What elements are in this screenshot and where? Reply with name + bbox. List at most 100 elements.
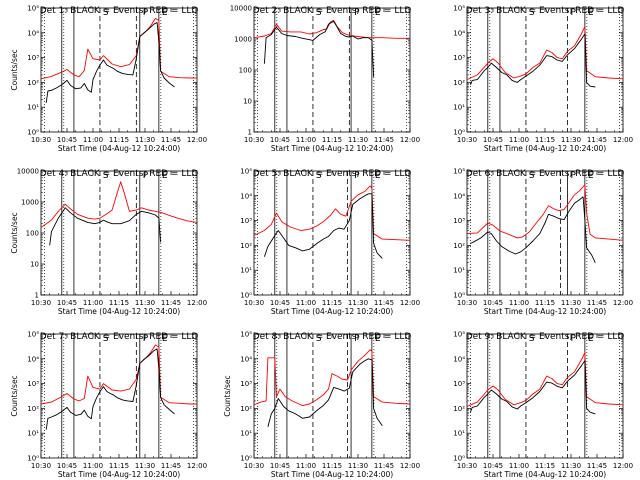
panel-title: Det 7: BLACK = Events, RED = LLD: [40, 332, 199, 342]
y-tick-label: 10¹: [27, 430, 39, 438]
x-tick-label: 10:30: [244, 462, 264, 470]
y-tick-label: 100: [26, 230, 39, 238]
y-tick-label: 10³: [240, 380, 252, 388]
x-tick-label: 11:15: [109, 136, 129, 144]
marker-letter: E: [162, 8, 168, 18]
x-tick-label: 11:00: [509, 462, 529, 470]
x-tick-label: 10:30: [457, 299, 477, 307]
y-tick-label: 10³: [453, 217, 465, 225]
y-tick-label: 10¹: [453, 267, 465, 275]
marker-letter: S: [316, 8, 322, 18]
x-tick-label: 11:45: [587, 299, 607, 307]
x-axis-label: Start Time (04-Aug-12 10:24:00): [271, 144, 393, 153]
y-axis-label: Counts/sec: [10, 49, 19, 90]
y-tick-label: 10⁴: [27, 29, 39, 37]
plot-frame: [253, 7, 411, 133]
y-tick-label: 1: [248, 129, 252, 137]
marker-letter: S: [103, 171, 109, 181]
panel-title: Det 2: BLACK = Events, RED = LLD: [253, 6, 412, 16]
marker-letter: P: [143, 171, 149, 181]
marker-letter: E: [375, 171, 381, 181]
x-tick-label: 11:30: [561, 462, 581, 470]
y-tick-label: 10⁵: [453, 168, 465, 176]
y-tick-label: 1: [35, 292, 39, 300]
series-events: [263, 193, 383, 259]
x-tick-label: 11:00: [83, 136, 103, 144]
x-tick-label: 10:30: [244, 136, 264, 144]
y-tick-label: 10³: [453, 380, 465, 388]
panel-title: Det 6: BLACK = Events, RED = LLD: [466, 169, 625, 179]
x-tick-label: 11:00: [83, 462, 103, 470]
marker-letter: E: [162, 334, 168, 344]
plot-frame: [40, 7, 198, 133]
x-tick-label: 11:30: [348, 136, 368, 144]
y-tick-label: 10⁰: [453, 292, 465, 300]
x-tick-label: 11:00: [509, 136, 529, 144]
y-tick-label: 10⁵: [240, 168, 252, 176]
panel-5: 10⁰ 10¹ 10² 10³ 10⁴ 10⁵ 10:30 10:45 11:00 11:15 11…: [240, 168, 420, 317]
panel-title: Det 5: BLACK = Events, RED = LLD: [253, 169, 412, 179]
x-tick-label: 10:30: [457, 462, 477, 470]
plot-frame: [253, 333, 411, 459]
panel-title: Det 4: BLACK = Events, RED = LLD: [40, 169, 199, 179]
marker-letter: S: [103, 334, 109, 344]
y-tick-label: 1000: [234, 36, 252, 44]
panel-title: Det 9: BLACK = Events, RED = LLD: [466, 332, 625, 342]
plot-frame: [40, 333, 198, 459]
marker-letter: P: [354, 171, 360, 181]
marker-letter: P: [143, 334, 149, 344]
x-axis-label: Start Time (04-Aug-12 10:24:00): [271, 470, 393, 479]
y-tick-label: 10⁰: [27, 129, 39, 137]
x-tick-label: 12:00: [613, 462, 633, 470]
x-tick-label: 11:45: [161, 299, 181, 307]
y-tick-label: 10³: [27, 54, 39, 62]
series-events: [45, 22, 175, 103]
y-tick-label: 10⁰: [453, 129, 465, 137]
x-tick-label: 12:00: [400, 299, 420, 307]
x-tick-label: 11:15: [535, 299, 555, 307]
x-tick-label: 11:45: [374, 299, 394, 307]
x-tick-label: 10:30: [457, 136, 477, 144]
x-tick-label: 11:45: [374, 462, 394, 470]
marker-letter: P: [143, 8, 149, 18]
panel-4: 1 10 100 1000 10000 10:30 10:45 11:00 11:15 11:30…: [10, 168, 207, 317]
marker-letter: P: [571, 171, 577, 181]
panel-7: 10⁰ 10¹ 10² 10³ 10⁴ 10⁵ 10:30 10:45 11:00 11:15 11…: [10, 331, 207, 480]
y-tick-label: 10⁵: [453, 5, 465, 13]
marker-letter: S: [103, 8, 109, 18]
y-tick-label: 10⁴: [240, 192, 252, 200]
series-lld: [40, 17, 197, 80]
y-tick-label: 10¹: [240, 430, 252, 438]
x-tick-label: 12:00: [613, 299, 633, 307]
x-tick-label: 10:45: [270, 299, 290, 307]
y-tick-label: 10⁰: [240, 455, 252, 463]
x-tick-label: 10:30: [31, 136, 51, 144]
series-lld: [40, 181, 198, 228]
marker-letter: E: [375, 8, 381, 18]
y-tick-label: 10²: [453, 405, 465, 413]
y-tick-label: 10²: [453, 242, 465, 250]
series-lld: [253, 349, 411, 407]
x-tick-label: 11:15: [535, 136, 555, 144]
x-tick-label: 10:30: [31, 299, 51, 307]
panel-1: 10⁰ 10¹ 10² 10³ 10⁴ 10⁵ 10:30 10:45 11:00 11:15 11…: [10, 5, 207, 154]
y-tick-label: 10⁰: [240, 292, 252, 300]
panel-8: 10⁰ 10¹ 10² 10³ 10⁴ 10⁵ 10:30 10:45 11:00 11:15 11…: [223, 331, 420, 480]
y-tick-label: 10⁵: [27, 331, 39, 339]
marker-letter: S: [316, 334, 322, 344]
x-tick-label: 11:30: [135, 462, 155, 470]
marker-letter: E: [588, 171, 594, 181]
series-events: [45, 348, 175, 430]
y-tick-label: 10: [243, 98, 252, 106]
x-tick-label: 10:45: [270, 462, 290, 470]
series-lld: [253, 19, 410, 39]
panel-9: 10⁰ 10¹ 10² 10³ 10⁴ 10⁵ 10:30 10:45 11:00 11:15 11…: [453, 331, 633, 480]
marker-letter: S: [529, 334, 535, 344]
series-events: [49, 207, 162, 246]
marker-letter: S: [529, 171, 535, 181]
marker-letter: P: [571, 334, 577, 344]
series-lld: [466, 26, 624, 81]
marker-letter: P: [354, 334, 360, 344]
y-tick-label: 10¹: [27, 104, 39, 112]
x-tick-label: 11:30: [561, 299, 581, 307]
